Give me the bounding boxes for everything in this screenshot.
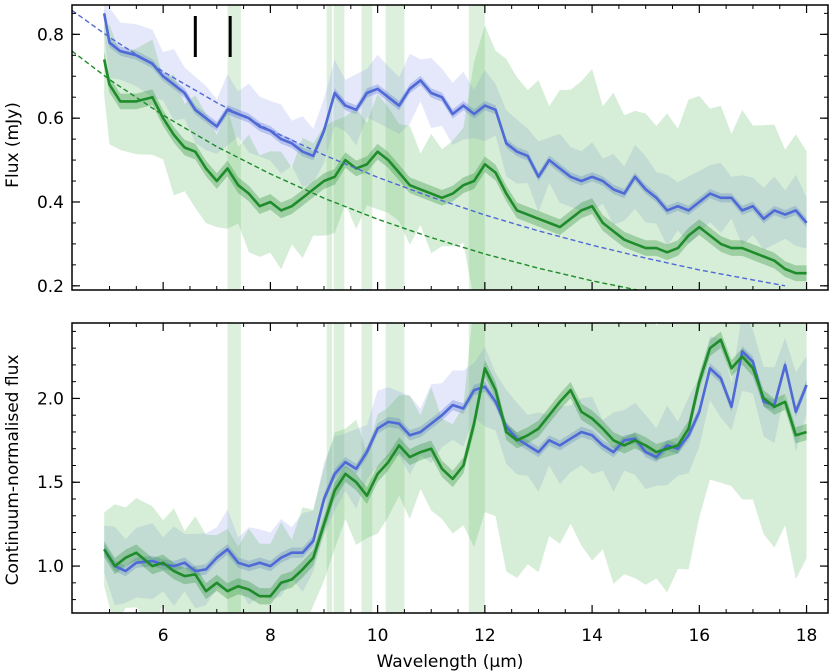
shaded-band	[227, 323, 241, 613]
blue-normalised-uncertainty-band	[104, 323, 807, 609]
x-tick-label: 12	[474, 626, 496, 646]
shaded-band	[333, 5, 345, 290]
shaded-band	[227, 5, 241, 290]
shaded-band	[468, 5, 485, 290]
blue-spectrum-uncertainty-band	[104, 5, 807, 250]
top-y-axis-label: Flux (mJy)	[3, 102, 23, 188]
x-tick-label: 16	[688, 626, 710, 646]
bottom-panel: 6 8 10 12 14 16 18 1.0 1.5 2.0	[37, 322, 829, 646]
blue-spectrum-line	[102, 13, 808, 224]
axes-frame	[71, 4, 829, 291]
green-normalised-line	[103, 338, 807, 598]
shaded-band	[385, 5, 405, 290]
shaded-band	[385, 323, 405, 613]
top-panel: 0.2 0.4 0.6 0.8	[37, 4, 829, 297]
green-spectrum-line	[102, 59, 807, 275]
y-tick-label: 0.4	[37, 193, 64, 213]
x-axis-label: Wavelength (μm)	[377, 652, 524, 672]
y-tick-label: 0.6	[37, 109, 64, 129]
y-tick-label: 0.2	[37, 277, 64, 297]
axes-frame	[71, 322, 829, 614]
x-tick-label: 18	[796, 626, 818, 646]
shaded-band	[326, 323, 333, 613]
x-tick-label: 8	[265, 626, 276, 646]
y-tick-label: 1.5	[37, 473, 64, 493]
shaded-band	[326, 5, 333, 290]
shaded-band	[361, 323, 373, 613]
y-tick-label: 1.0	[37, 557, 64, 577]
x-tick-label: 10	[367, 626, 389, 646]
plot-area	[103, 323, 808, 613]
blue-normalised-line	[103, 350, 808, 573]
plot-area	[72, 5, 808, 290]
x-tick-label: 6	[158, 626, 169, 646]
y-tick-label: 0.8	[37, 25, 64, 45]
x-tick-label: 14	[581, 626, 603, 646]
blue-continuum-line	[72, 9, 786, 287]
green-normalised-uncertainty-band	[104, 323, 807, 613]
bottom-y-axis-label: Continuum-normalised flux	[3, 355, 23, 586]
shaded-band	[361, 5, 373, 290]
y-tick-label: 2.0	[37, 389, 64, 409]
green-normalised-error-band	[104, 331, 807, 605]
blue-spectrum-error-band	[104, 8, 807, 228]
green-spectrum-uncertainty-band	[104, 23, 807, 290]
